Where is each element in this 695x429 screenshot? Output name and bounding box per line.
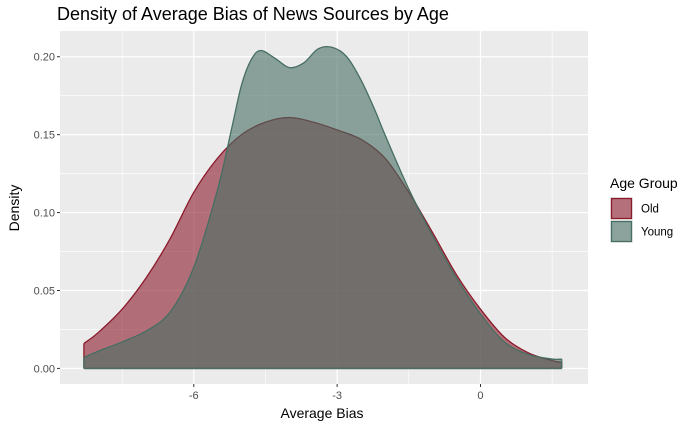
x-tick-label: 0 <box>477 390 483 402</box>
density-line-young <box>83 45 562 361</box>
density-areas <box>83 45 563 370</box>
y-tick-label: 0.10 <box>34 208 55 220</box>
legend: Age Group Old Young <box>610 175 678 243</box>
legend-key-old <box>610 197 633 220</box>
x-tick-label: -3 <box>332 390 342 402</box>
legend-label-young: Young <box>641 227 673 239</box>
density-area-young <box>83 46 562 369</box>
legend-title: Age Group <box>610 175 678 191</box>
legend-key-young <box>610 220 633 243</box>
y-axis-title: Density <box>6 185 22 232</box>
y-axis: 0.00 0.05 0.10 0.15 0.20 <box>34 52 60 375</box>
legend-label-old: Old <box>641 204 659 216</box>
y-tick-label: 0.05 <box>34 285 55 297</box>
x-axis: -6 -3 0 <box>189 384 484 402</box>
chart-title: Density of Average Bias of News Sources … <box>57 4 449 24</box>
y-tick-label: 0.15 <box>34 130 55 142</box>
x-axis-title: Average Bias <box>280 405 363 421</box>
y-tick-label: 0.20 <box>34 52 55 64</box>
y-tick-label: 0.00 <box>34 363 55 375</box>
x-tick-label: -6 <box>189 390 199 402</box>
